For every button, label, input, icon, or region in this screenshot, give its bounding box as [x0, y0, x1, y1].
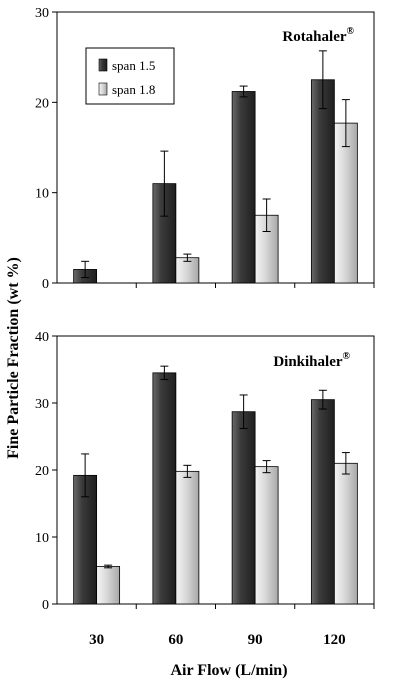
legend: span 1.5 span 1.8 — [85, 47, 175, 105]
bar-span-1-5 — [310, 79, 335, 284]
error-bar — [239, 85, 248, 98]
error-bar — [262, 198, 271, 233]
bar-span-1-8 — [333, 462, 358, 605]
bar-span-1-5 — [231, 91, 256, 284]
error-bar — [160, 365, 169, 381]
bar-span-1-5 — [231, 411, 256, 605]
bar-span-1-8 — [175, 470, 200, 605]
y-tick-label: 40 — [35, 330, 49, 345]
legend-label-span-1-5: span 1.5 — [112, 58, 155, 73]
error-bar — [318, 50, 327, 110]
y-tick-label: 10 — [35, 531, 49, 546]
error-bar — [239, 394, 248, 429]
y-axis-title: Fine Particle Fraction (wt %) — [5, 257, 22, 459]
y-tick-label: 30 — [35, 6, 49, 21]
y-tick-label: 0 — [42, 598, 49, 613]
panel-rotahaler: 0 10 20 30 Rotahaler® — [35, 6, 375, 292]
error-bar — [81, 260, 90, 279]
registered-mark: ® — [347, 26, 355, 37]
error-bar — [341, 99, 350, 148]
error-bar — [183, 464, 192, 478]
bar-span-1-8 — [96, 566, 121, 605]
x-tick-label: 90 — [248, 632, 263, 648]
y-tick-label: 30 — [35, 397, 49, 412]
x-tick-label: 60 — [168, 632, 183, 648]
y-tick-label: 0 — [42, 277, 49, 292]
x-tick-label: 30 — [89, 632, 104, 648]
error-bar — [104, 564, 113, 569]
legend-label-span-1-8: span 1.8 — [112, 82, 155, 97]
y-tick-label: 20 — [35, 96, 49, 111]
error-bar — [183, 253, 192, 262]
bar-span-1-5 — [152, 372, 177, 605]
error-bar — [262, 460, 271, 474]
x-tick-label: 120 — [323, 632, 346, 648]
error-bar — [160, 150, 169, 217]
error-bar — [318, 389, 327, 410]
panel-annotation: Dinkihaler® — [273, 351, 350, 370]
legend-swatch-span-1-5 — [98, 58, 108, 72]
error-bar — [81, 453, 90, 498]
bar-span-1-8 — [254, 466, 279, 605]
panel-dinkihaler: 0 10 20 30 40 30 60 90 120 Dinkihaler® — [35, 330, 375, 648]
registered-mark: ® — [343, 351, 351, 362]
y-tick-label: 20 — [35, 464, 49, 479]
y-tick-label: 10 — [35, 187, 49, 202]
x-axis-title: Air Flow (L/min) — [170, 662, 287, 679]
bar-span-1-5 — [310, 399, 335, 605]
legend-swatch-span-1-8 — [98, 82, 108, 96]
panel-annotation: Rotahaler® — [282, 26, 354, 45]
error-bar — [341, 452, 350, 475]
